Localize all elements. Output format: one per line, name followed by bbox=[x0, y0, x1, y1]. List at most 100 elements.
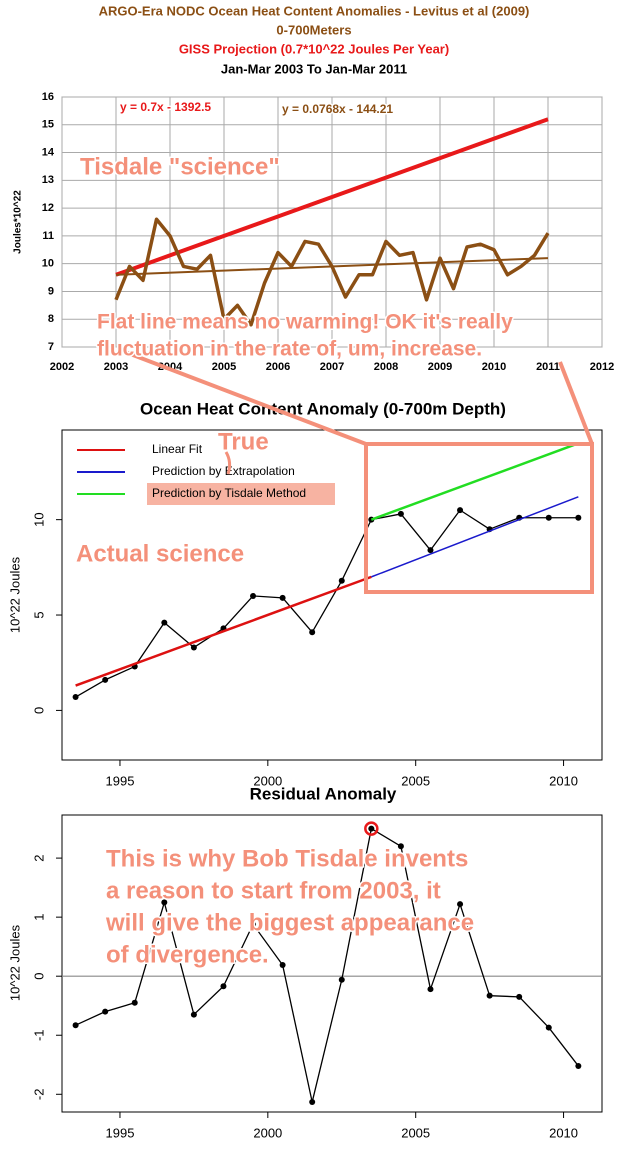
annotation: Tisdale "science" bbox=[80, 153, 280, 180]
y-tick-label: 15 bbox=[42, 119, 54, 131]
x-tick-label: 2008 bbox=[374, 361, 398, 373]
x-tick-label: 2006 bbox=[266, 361, 290, 373]
point bbox=[102, 676, 109, 683]
annotation: a reason to start from 2003, it bbox=[106, 877, 441, 904]
x-tick-label: 2005 bbox=[401, 773, 430, 788]
point bbox=[102, 1008, 109, 1015]
y-tick-label: 7 bbox=[48, 341, 54, 353]
series-line bbox=[370, 442, 579, 521]
point bbox=[427, 986, 434, 993]
highlight-ring bbox=[364, 821, 379, 836]
y-tick-label: 8 bbox=[48, 313, 54, 325]
point bbox=[131, 999, 138, 1006]
x-tick-label: 1995 bbox=[106, 1125, 135, 1140]
chart-title: ARGO-Era NODC Ocean Heat Content Anomali… bbox=[99, 3, 530, 18]
x-tick-label: 2009 bbox=[428, 361, 452, 373]
point bbox=[72, 1022, 79, 1029]
x-tick-label: 2010 bbox=[549, 773, 578, 788]
highlight-box bbox=[364, 442, 594, 594]
point bbox=[486, 992, 493, 999]
x-tick-label: 2005 bbox=[401, 1125, 430, 1140]
point bbox=[190, 1011, 197, 1018]
point bbox=[279, 594, 286, 601]
chart-subtitle: 0-700Meters bbox=[276, 22, 351, 37]
projection-note: GISS Projection (0.7*10^22 Joules Per Ye… bbox=[179, 41, 449, 56]
y-tick-label: 16 bbox=[42, 91, 54, 103]
series-line bbox=[75, 575, 372, 687]
x-tick-label: 2000 bbox=[253, 1125, 282, 1140]
legend-label: Linear Fit bbox=[152, 442, 203, 456]
y-tick-label: -1 bbox=[31, 1029, 46, 1041]
x-tick-label: 2010 bbox=[549, 1125, 578, 1140]
y-tick-label: 14 bbox=[42, 146, 55, 158]
legend-label: Prediction by Tisdale Method bbox=[152, 486, 306, 500]
point bbox=[545, 514, 552, 521]
legend-highlight bbox=[147, 483, 335, 505]
point bbox=[220, 983, 227, 990]
x-tick-label: 2010 bbox=[482, 361, 506, 373]
y-tick-label: -2 bbox=[31, 1089, 46, 1101]
x-tick-label: 2002 bbox=[50, 361, 74, 373]
annotation: This is why Bob Tisdale invents bbox=[106, 845, 468, 872]
y-tick-label: 0 bbox=[31, 707, 46, 714]
y-tick-label: 1 bbox=[31, 914, 46, 921]
y-tick-label: 11 bbox=[42, 230, 54, 242]
series-line bbox=[75, 509, 579, 698]
connector bbox=[124, 350, 367, 446]
annotation: of divergence. bbox=[106, 941, 269, 968]
x-tick-label: 2011 bbox=[536, 361, 560, 373]
point bbox=[338, 976, 345, 983]
point bbox=[575, 1062, 582, 1069]
plot-frame bbox=[61, 429, 603, 761]
y-axis-label: 10^22 Joules bbox=[7, 924, 22, 1001]
y-tick-label: 10 bbox=[42, 258, 54, 270]
point bbox=[427, 547, 434, 554]
point bbox=[309, 1098, 316, 1105]
x-tick-label: 1995 bbox=[106, 773, 135, 788]
arrow bbox=[224, 451, 232, 475]
x-tick-label: 2012 bbox=[590, 361, 614, 373]
series-line bbox=[115, 117, 549, 277]
y-tick-label: 5 bbox=[31, 611, 46, 618]
point bbox=[368, 825, 375, 832]
point bbox=[190, 644, 197, 651]
point bbox=[516, 993, 523, 1000]
chart-title: Ocean Heat Content Anomaly (0-700m Depth… bbox=[140, 399, 506, 418]
point bbox=[397, 510, 404, 517]
x-tick-label: 2007 bbox=[320, 361, 344, 373]
point bbox=[397, 843, 404, 850]
point bbox=[457, 507, 464, 514]
point bbox=[457, 901, 464, 908]
y-tick-label: 13 bbox=[42, 174, 54, 186]
y-tick-label: 12 bbox=[42, 202, 54, 214]
plot-frame bbox=[61, 814, 603, 1113]
point bbox=[72, 694, 79, 701]
point bbox=[250, 921, 257, 928]
point bbox=[309, 629, 316, 636]
x-tick-label: 2000 bbox=[253, 773, 282, 788]
point bbox=[279, 961, 286, 968]
series-line bbox=[371, 496, 579, 578]
x-tick-label: 2005 bbox=[212, 361, 236, 373]
y-tick-label: 2 bbox=[31, 854, 46, 861]
point bbox=[161, 899, 168, 906]
annotation: will give the biggest appearance bbox=[105, 909, 474, 936]
point bbox=[250, 592, 257, 599]
y-tick-label: 0 bbox=[31, 973, 46, 980]
point bbox=[338, 577, 345, 584]
legend-label: Prediction by Extrapolation bbox=[152, 464, 295, 478]
x-tick-label: 2003 bbox=[104, 361, 128, 373]
series-line bbox=[115, 257, 549, 276]
connector bbox=[558, 361, 594, 445]
annotation: Actual science bbox=[76, 540, 244, 567]
annotation: True bbox=[218, 428, 269, 455]
annotation: y = 0.0768x - 144.21 bbox=[282, 102, 393, 116]
point bbox=[545, 1024, 552, 1031]
annotation: Flat line means no warming! OK it's real… bbox=[97, 311, 513, 334]
y-tick-label: 10 bbox=[31, 512, 46, 526]
y-tick-label: 9 bbox=[48, 285, 54, 297]
period: Jan-Mar 2003 To Jan-Mar 2011 bbox=[221, 61, 407, 76]
chart-title: Residual Anomaly bbox=[250, 784, 397, 803]
series-line bbox=[75, 827, 579, 1103]
